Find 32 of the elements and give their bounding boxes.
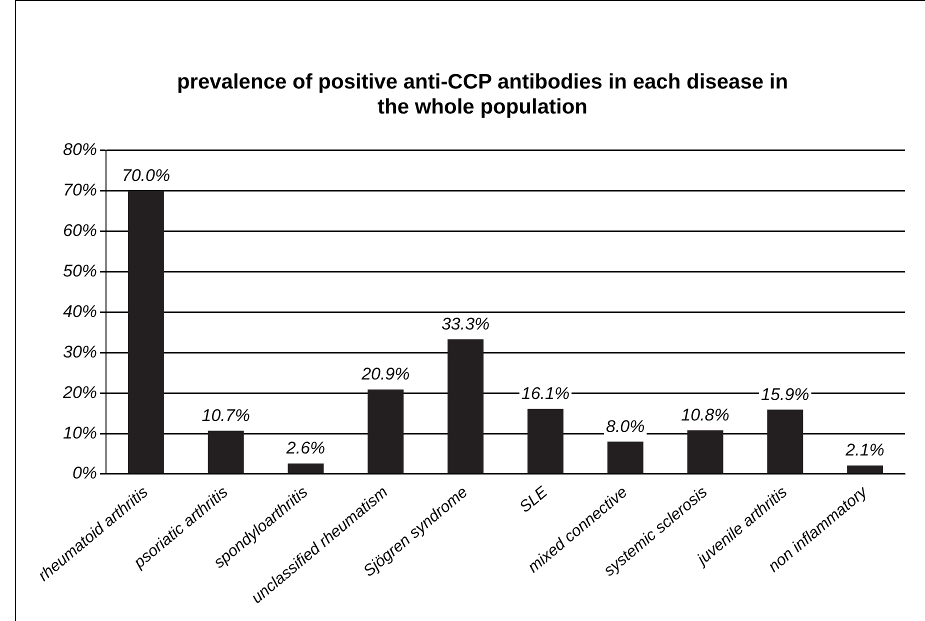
data-label: 8.0% [606, 416, 645, 436]
data-label: 2.1% [844, 440, 884, 460]
data-label: 10.7% [202, 406, 250, 425]
bar [368, 389, 404, 474]
text: prevalence of positive anti-CCP antibodies in each disease in [176, 70, 788, 94]
y-tick-label: 20% [62, 382, 98, 402]
y-tick-label: 80% [62, 140, 98, 160]
y-tick-label: 30% [62, 342, 98, 362]
bar [208, 430, 244, 474]
data-label: 10.8% [681, 406, 730, 425]
bar [767, 410, 804, 474]
text: the whole population [378, 96, 588, 119]
bar [527, 408, 564, 474]
data-label: 20.9% [360, 364, 410, 384]
y-tick-label: 60% [62, 221, 98, 240]
data-label: 2.6% [285, 438, 326, 458]
y-tick-label: 0% [72, 464, 98, 483]
y-tick-label: 70% [62, 180, 98, 200]
bar [607, 442, 644, 474]
y-tick-label: 10% [62, 423, 98, 442]
data-label: 33.3% [441, 314, 490, 334]
bar [847, 465, 884, 474]
y-tick-label: 40% [62, 302, 98, 321]
bar [288, 463, 324, 474]
data-label: 15.9% [761, 384, 810, 404]
x-tick-label: SLE [516, 484, 552, 516]
bar [448, 339, 484, 474]
y-tick-label: 50% [62, 261, 98, 280]
data-label: 70.0% [122, 166, 170, 186]
bar [128, 190, 164, 474]
data-label: 16.1% [521, 384, 570, 404]
bar [687, 430, 724, 474]
